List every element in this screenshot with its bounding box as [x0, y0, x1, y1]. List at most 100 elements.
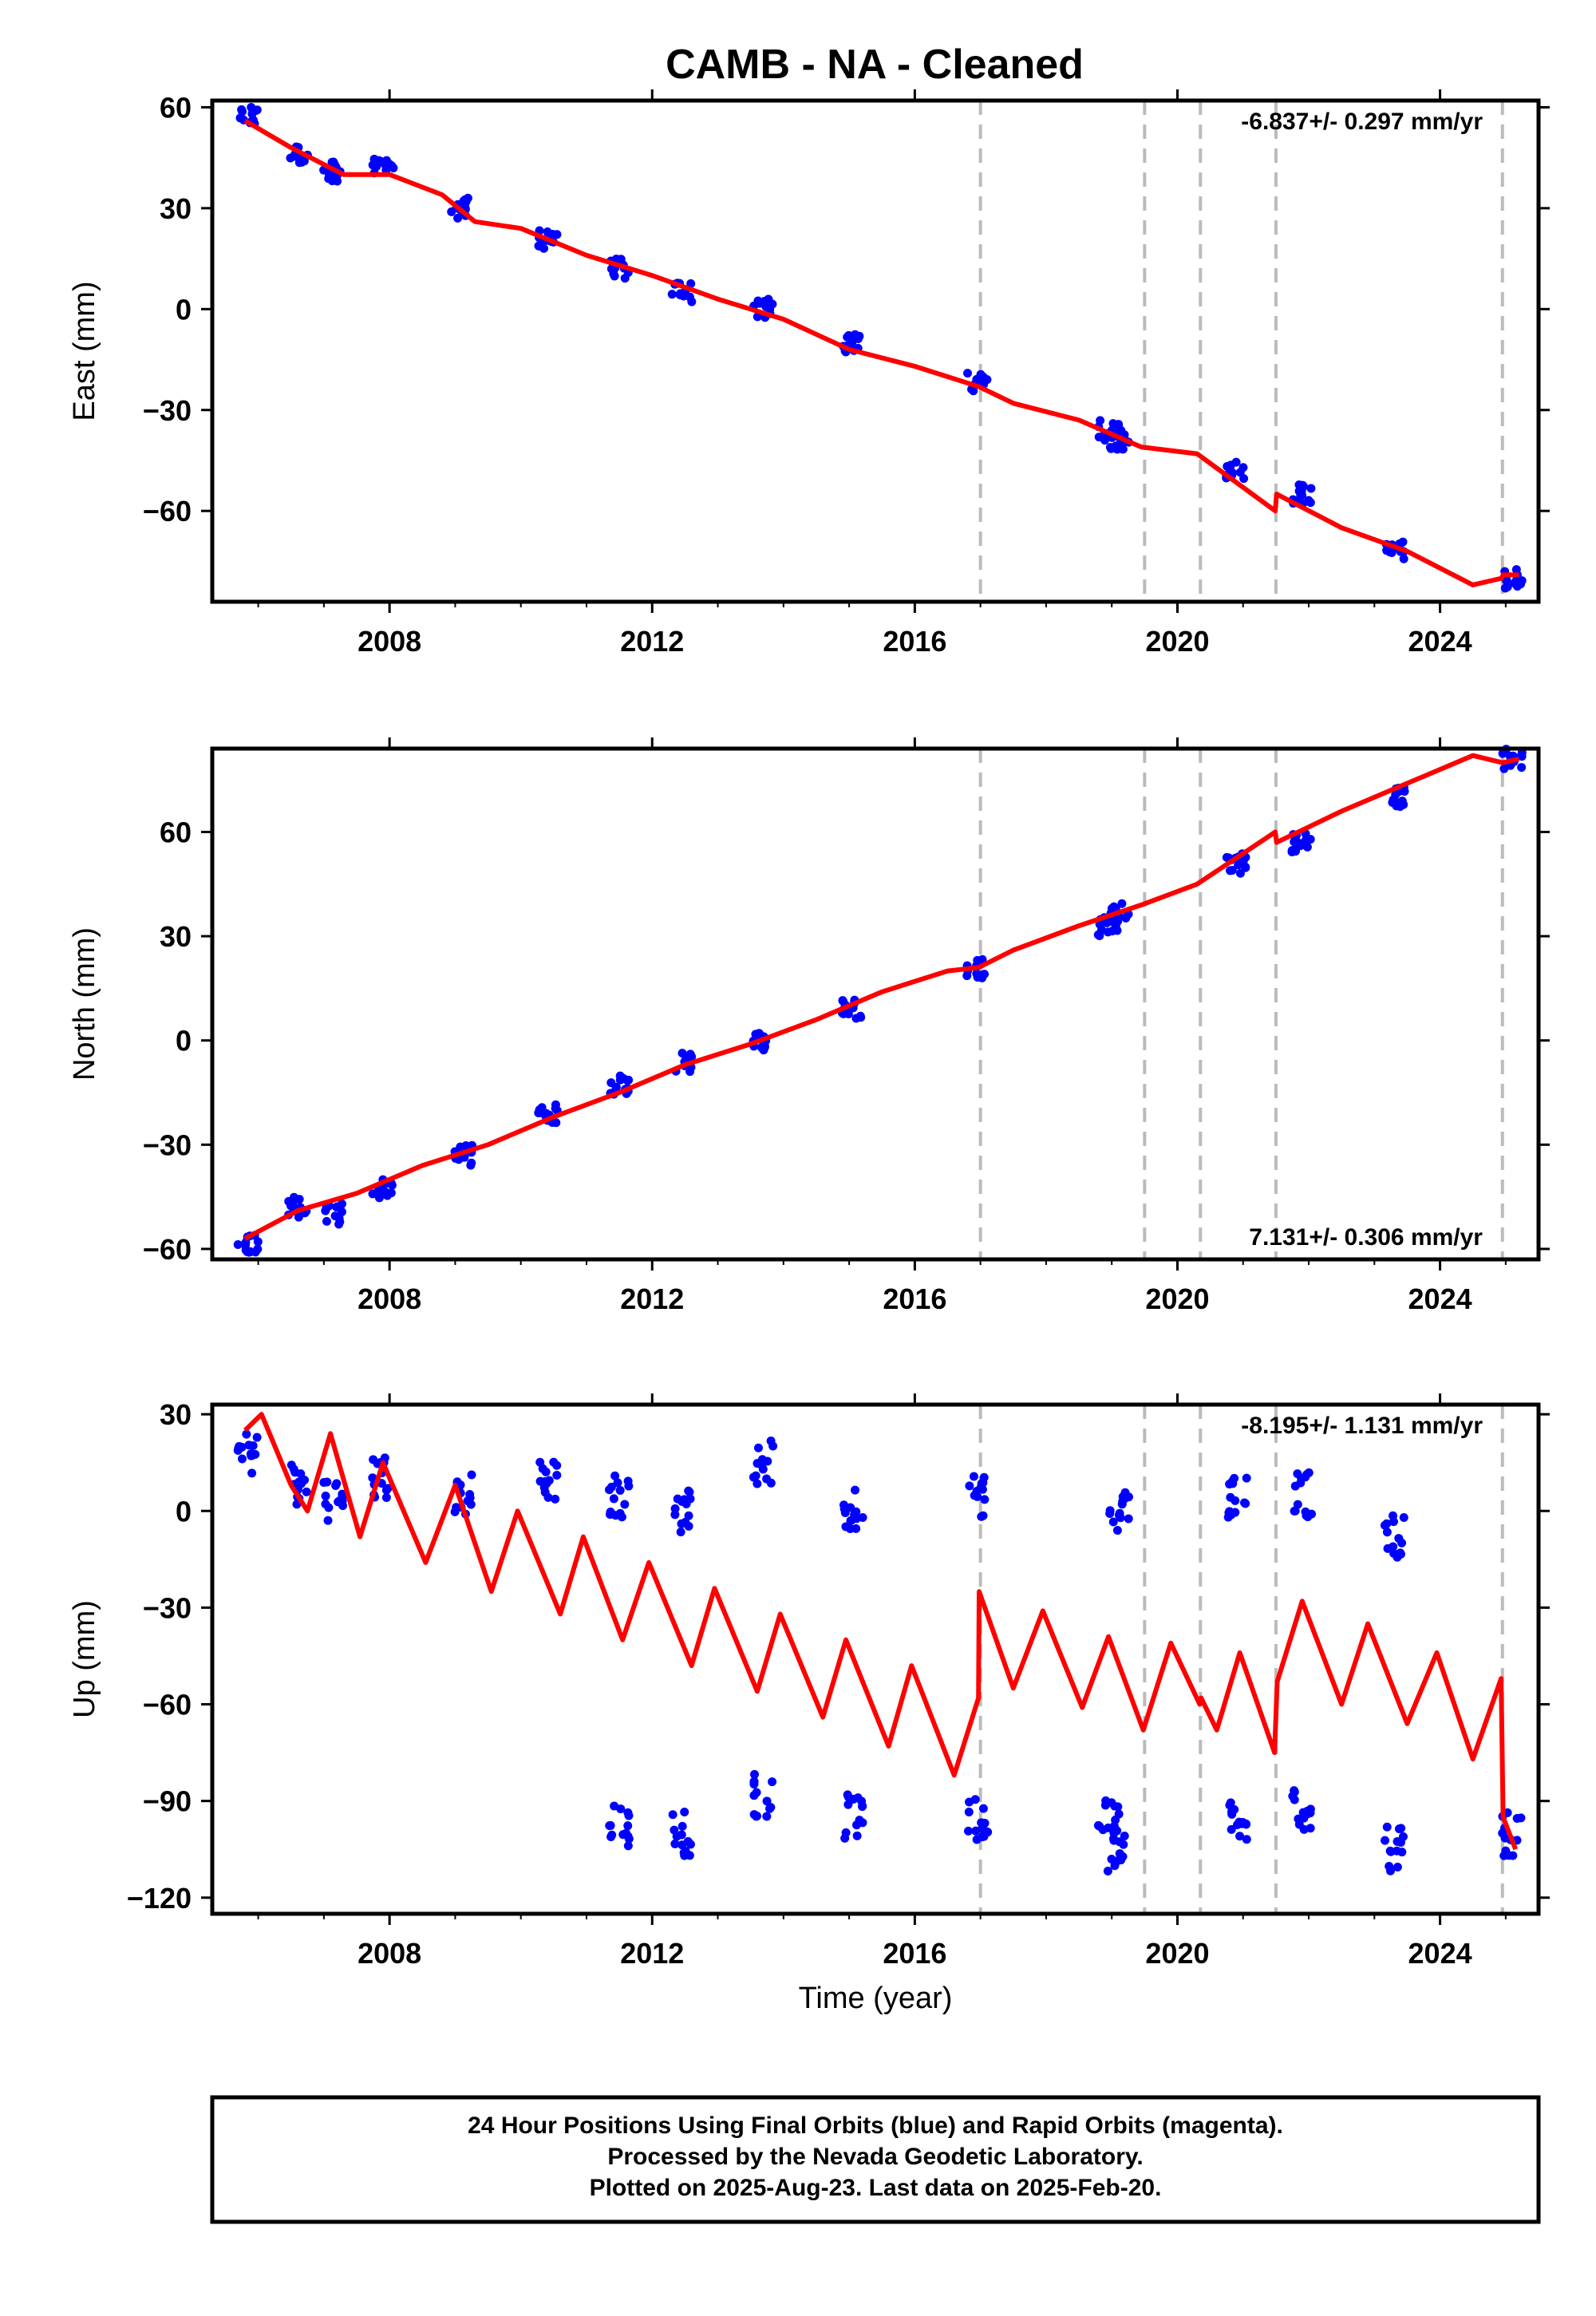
data-point	[467, 1470, 476, 1480]
data-point	[685, 1494, 695, 1504]
data-point	[1508, 1851, 1518, 1860]
data-point	[1093, 1820, 1103, 1830]
data-point	[977, 1512, 986, 1521]
data-point	[1227, 1510, 1236, 1520]
data-point	[1296, 1478, 1306, 1488]
data-point	[252, 1433, 262, 1442]
data-point	[1499, 1851, 1509, 1860]
data-point	[1398, 537, 1408, 547]
data-point	[1114, 1809, 1124, 1819]
y-tick-label: 30	[160, 1398, 192, 1431]
data-point	[1293, 1469, 1302, 1479]
data-point	[1385, 1866, 1395, 1875]
data-point	[673, 1494, 682, 1504]
data-point	[685, 1067, 695, 1077]
data-point	[624, 1481, 634, 1491]
data-point	[977, 374, 986, 384]
model-curve	[243, 118, 1519, 587]
y-axis-label: North (mm)	[68, 927, 101, 1081]
y-tick-label: 0	[176, 1025, 192, 1057]
data-point	[768, 1777, 777, 1787]
data-point	[323, 1516, 333, 1525]
x-tick-label: 2016	[883, 1937, 946, 1970]
y-axis-label: East (mm)	[68, 281, 101, 421]
data-point	[1396, 1548, 1405, 1558]
y-tick-label: 0	[176, 1495, 192, 1528]
data-point	[846, 1516, 855, 1525]
x-tick-label: 2024	[1408, 1282, 1472, 1315]
data-point	[856, 1013, 866, 1022]
footer-line-1: 24 Hour Positions Using Final Orbits (bl…	[468, 2112, 1283, 2139]
data-point	[551, 1118, 561, 1128]
data-point	[1306, 484, 1316, 493]
data-point	[1227, 865, 1237, 875]
data-point	[242, 1429, 251, 1439]
data-point	[760, 297, 769, 306]
data-point	[1298, 1808, 1308, 1817]
data-point	[290, 1468, 300, 1477]
chart-title: CAMB - NA - Cleaned	[666, 41, 1084, 88]
y-tick-label: −30	[143, 394, 192, 427]
data-point	[1511, 565, 1521, 575]
data-point	[535, 241, 544, 251]
data-point	[607, 1830, 617, 1840]
y-tick-label: 0	[176, 293, 192, 326]
data-point	[1112, 1526, 1122, 1535]
y-tick-label: −60	[143, 1689, 192, 1721]
data-point	[970, 1795, 980, 1804]
data-point	[972, 1835, 982, 1844]
data-point	[247, 1468, 257, 1478]
data-point	[623, 1841, 633, 1851]
data-point	[611, 1082, 621, 1092]
data-point	[1383, 1543, 1393, 1553]
data-point	[610, 271, 619, 281]
data-point	[668, 1810, 678, 1820]
y-tick-label: −90	[143, 1785, 192, 1818]
data-point	[841, 1522, 851, 1531]
data-point	[1235, 868, 1245, 878]
data-point	[322, 1477, 332, 1487]
footer-line-3: Plotted on 2025-Aug-23. Last data on 202…	[590, 2175, 1162, 2201]
data-point	[1500, 1833, 1510, 1843]
data-point	[753, 1479, 762, 1488]
data-point	[552, 1460, 562, 1470]
data-point	[300, 1475, 310, 1484]
data-point	[1117, 444, 1127, 453]
data-point	[978, 1478, 988, 1488]
data-point	[753, 1459, 762, 1468]
y-axis-label: Up (mm)	[68, 1600, 101, 1718]
data-point	[1306, 1804, 1315, 1814]
data-point	[1108, 1517, 1118, 1527]
data-point	[467, 1158, 476, 1168]
x-tick-label: 2012	[620, 1282, 684, 1315]
data-point	[1299, 1824, 1309, 1834]
east-panel: 2008 2012 2016 2020 2024 60 30 0 −30 −60 East (mm)…	[68, 89, 1550, 658]
data-point	[841, 1828, 851, 1837]
x-tick-label: 2008	[358, 1282, 421, 1315]
data-point	[965, 1481, 974, 1491]
data-point	[1293, 837, 1302, 847]
data-point	[1301, 1507, 1310, 1516]
data-point	[463, 1496, 472, 1506]
data-point	[334, 1497, 343, 1507]
data-point	[670, 1504, 680, 1513]
data-point	[609, 1494, 618, 1504]
data-point	[766, 1478, 776, 1488]
data-point	[1385, 547, 1395, 557]
data-point	[685, 1488, 694, 1497]
x-tick-label: 2008	[358, 625, 421, 658]
data-point	[1499, 764, 1509, 773]
y-tick-label: 60	[160, 816, 192, 848]
data-point	[297, 155, 306, 164]
data-point	[676, 1528, 685, 1537]
data-point	[753, 1443, 763, 1452]
data-point	[615, 1071, 625, 1081]
data-point	[329, 157, 338, 167]
footer-line-2: Processed by the Nevada Geodetic Laborat…	[607, 2144, 1143, 2170]
data-point	[679, 1848, 689, 1858]
y-tick-label: −60	[143, 495, 192, 528]
x-tick-label: 2020	[1145, 625, 1209, 658]
x-tick-label: 2012	[620, 625, 684, 658]
data-point	[1241, 1499, 1250, 1508]
data-point	[851, 1507, 861, 1516]
